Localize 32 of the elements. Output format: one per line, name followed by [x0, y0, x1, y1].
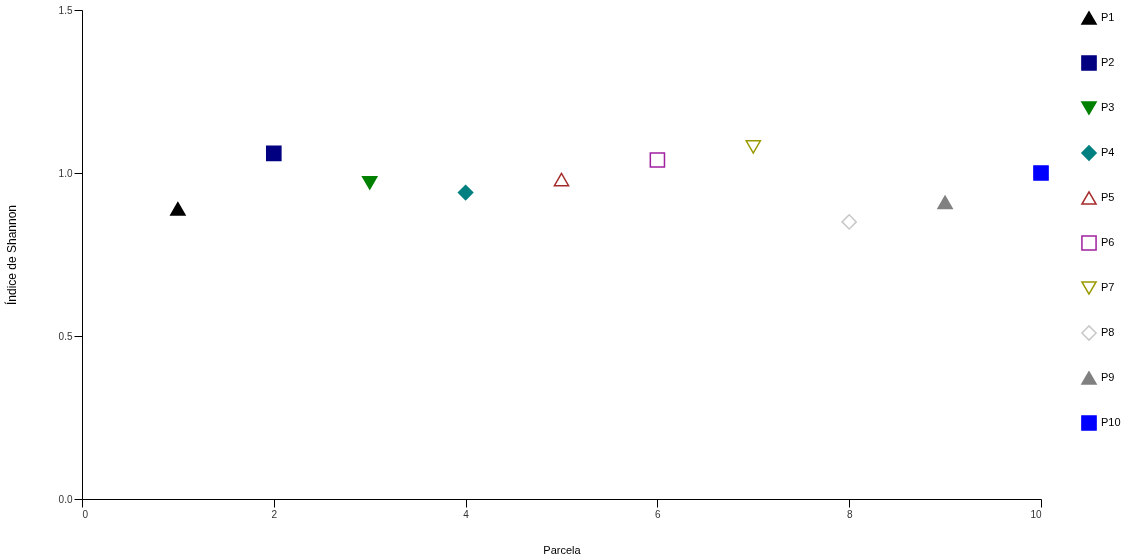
point: [745, 140, 762, 154]
legend-label: P10: [1101, 416, 1121, 428]
legend-label: P9: [1101, 371, 1115, 383]
y-tick-label: 0.0: [58, 493, 73, 505]
x-tick-label: 0: [82, 508, 89, 520]
x-tick-label: 8: [846, 508, 853, 520]
point: [841, 214, 858, 230]
legend-label: P2: [1101, 56, 1115, 68]
y-axis-title: Índice de Shannon: [3, 204, 19, 306]
legend-label: P4: [1101, 146, 1115, 158]
point: [361, 175, 378, 190]
x-tick-label: 2: [271, 508, 278, 520]
x-tick-label: 4: [463, 508, 470, 520]
legend-label: P3: [1101, 101, 1115, 113]
legend-label: P6: [1101, 236, 1115, 248]
point: [937, 195, 953, 210]
y-tick-label: 1.5: [58, 4, 73, 16]
legend-label: P1: [1101, 11, 1115, 23]
legend-label: P8: [1101, 326, 1115, 338]
y-tick-label: 1.0: [58, 167, 73, 179]
point: [649, 152, 666, 168]
point: [1033, 165, 1049, 181]
x-tick-label: 6: [655, 508, 662, 520]
x-tick-label: 10: [1030, 508, 1042, 520]
x-axis-title: Parcela: [543, 543, 582, 556]
point: [170, 201, 186, 216]
y-tick-label: 0.5: [58, 330, 73, 342]
point: [553, 172, 570, 187]
point: [265, 145, 282, 162]
point: [457, 184, 474, 201]
legend-label: P5: [1101, 191, 1115, 203]
legend-label: P7: [1101, 281, 1115, 293]
